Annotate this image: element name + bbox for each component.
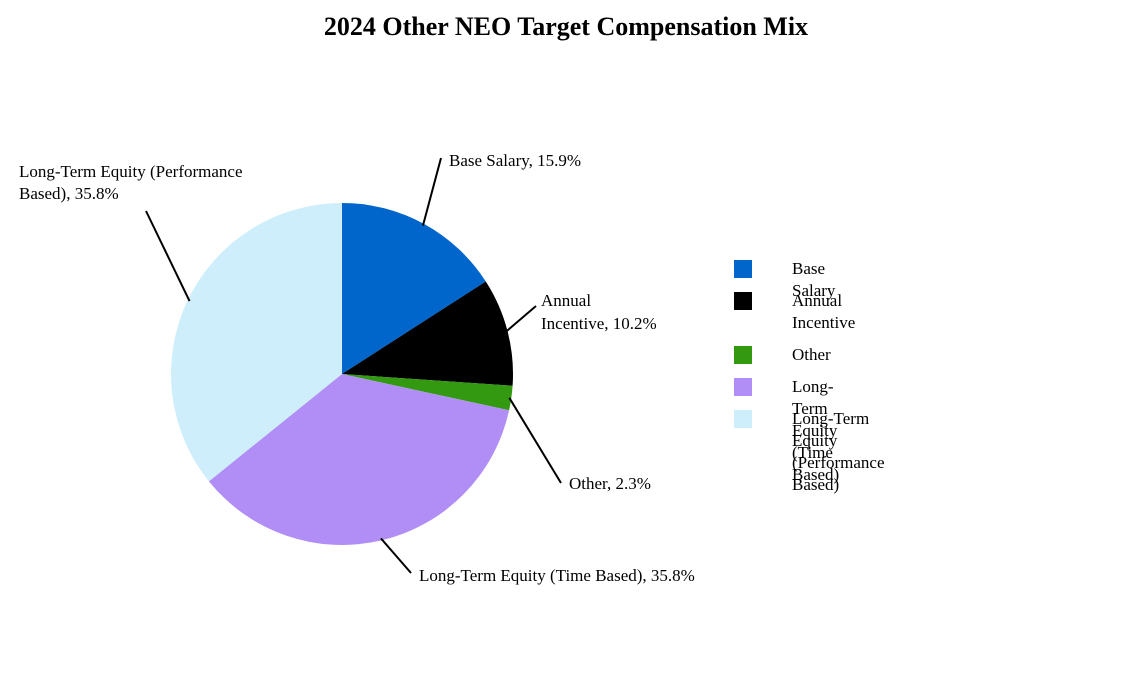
legend-label-lte-performance: Long-Term Equity (Performance Based)	[792, 409, 885, 494]
pie-slice-base-salary	[342, 203, 486, 374]
pie-slice-lte-time	[208, 374, 510, 545]
leader-line-annual-incentive	[505, 305, 537, 333]
legend-label-base-salary: Base Salary	[792, 259, 836, 300]
leader-line-lte-performance	[145, 210, 191, 302]
slice-label-annual-incentive: Annual Incentive, 10.2%	[541, 291, 657, 333]
chart-title: 2024 Other NEO Target Compensation Mix	[323, 12, 809, 41]
leader-line-lte-time	[380, 537, 412, 574]
legend-swatch-base-salary	[734, 260, 752, 278]
legend-label-annual-incentive: Annual Incentive	[792, 291, 856, 332]
legend-swatch-lte-time	[734, 378, 752, 396]
pie-slice-annual-incentive	[342, 281, 513, 386]
leader-line-base-salary	[421, 157, 442, 226]
legend-swatch-annual-incentive	[734, 292, 752, 310]
legend-swatch-lte-performance	[734, 410, 752, 428]
legend-label-lte-time: Long-Term Equity (Time Based)	[792, 377, 840, 484]
leader-line-other	[508, 397, 562, 484]
legend-swatch-other	[734, 346, 752, 364]
pie-slice-lte-performance	[171, 203, 342, 482]
slice-label-base-salary: Base Salary, 15.9%	[449, 151, 581, 170]
slice-label-lte-time: Long-Term Equity (Time Based), 35.8%	[419, 566, 695, 585]
pie-slice-other	[342, 374, 513, 411]
legend-label-other: Other	[792, 345, 831, 364]
slice-label-other: Other, 2.3%	[569, 474, 651, 493]
slice-label-lte-performance: Long-Term Equity (Performance Based), 35.…	[19, 162, 243, 203]
